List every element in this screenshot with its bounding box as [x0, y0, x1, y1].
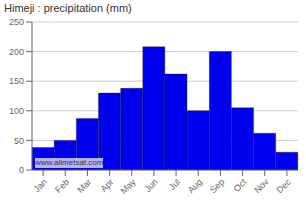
- svg-text:100: 100: [9, 106, 24, 116]
- svg-text:Oct: Oct: [232, 177, 249, 194]
- html-text:www.allmetsat.com: www.allmetsat.com: [35, 158, 104, 167]
- svg-text:150: 150: [9, 76, 24, 86]
- svg-text:Jan: Jan: [32, 177, 49, 194]
- svg-text:0: 0: [19, 165, 24, 175]
- svg-text:250: 250: [9, 17, 24, 27]
- svg-text:Jun: Jun: [143, 177, 160, 194]
- svg-text:Mar: Mar: [75, 177, 93, 195]
- html-text:Himeji : precipitation (mm): Himeji : precipitation (mm): [4, 2, 132, 14]
- svg-text:Aug: Aug: [186, 177, 204, 195]
- svg-text:Dec: Dec: [274, 177, 293, 196]
- svg-text:50: 50: [14, 136, 24, 146]
- svg-text:Apr: Apr: [99, 177, 116, 194]
- svg-text:Sep: Sep: [208, 177, 226, 195]
- svg-text:Jul: Jul: [167, 177, 182, 192]
- svg-text:Nov: Nov: [252, 177, 271, 196]
- svg-text:200: 200: [9, 47, 24, 57]
- svg-text:May: May: [119, 177, 138, 196]
- svg-text:Feb: Feb: [53, 177, 71, 195]
